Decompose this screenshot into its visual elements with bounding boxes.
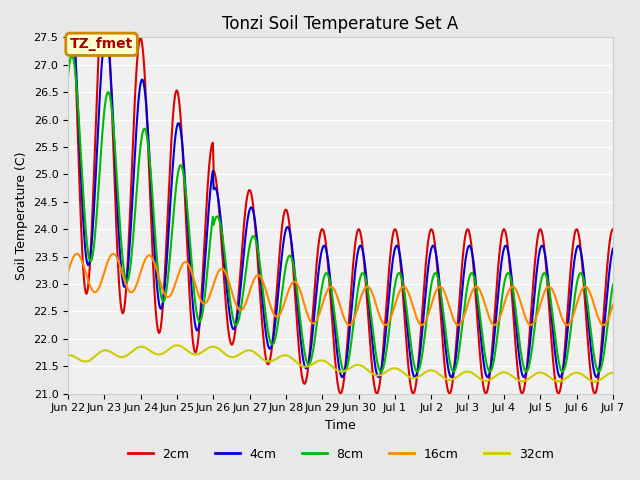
16cm bbox=[609, 301, 617, 307]
16cm bbox=[28, 269, 36, 275]
4cm bbox=[232, 319, 240, 324]
8cm bbox=[255, 250, 262, 256]
Y-axis label: Soil Temperature (C): Soil Temperature (C) bbox=[15, 151, 28, 280]
4cm bbox=[204, 221, 211, 227]
Line: 32cm: 32cm bbox=[32, 346, 613, 382]
16cm bbox=[384, 321, 392, 326]
4cm bbox=[417, 346, 424, 352]
32cm bbox=[28, 358, 36, 363]
8cm bbox=[384, 337, 392, 343]
Title: Tonzi Soil Temperature Set A: Tonzi Soil Temperature Set A bbox=[223, 15, 459, 33]
16cm bbox=[346, 322, 353, 328]
2cm bbox=[609, 226, 617, 232]
32cm bbox=[609, 370, 617, 376]
Line: 16cm: 16cm bbox=[32, 254, 613, 325]
8cm bbox=[32, 34, 40, 39]
16cm bbox=[109, 251, 116, 257]
32cm bbox=[96, 349, 104, 355]
32cm bbox=[173, 343, 181, 348]
8cm bbox=[341, 369, 349, 374]
16cm bbox=[232, 302, 240, 308]
8cm bbox=[417, 361, 424, 367]
32cm bbox=[204, 346, 211, 351]
Line: 4cm: 4cm bbox=[32, 0, 613, 377]
8cm bbox=[204, 265, 211, 271]
2cm bbox=[96, 22, 104, 27]
4cm bbox=[609, 246, 617, 252]
4cm bbox=[339, 374, 346, 380]
8cm bbox=[609, 282, 617, 288]
Text: TZ_fmet: TZ_fmet bbox=[70, 37, 133, 51]
16cm bbox=[204, 298, 211, 303]
2cm bbox=[591, 391, 598, 396]
16cm bbox=[96, 283, 104, 288]
2cm bbox=[415, 353, 423, 359]
4cm bbox=[97, 76, 104, 82]
32cm bbox=[232, 353, 240, 359]
2cm bbox=[203, 196, 211, 202]
Line: 8cm: 8cm bbox=[32, 36, 613, 372]
2cm bbox=[383, 302, 390, 308]
Line: 2cm: 2cm bbox=[32, 0, 613, 394]
32cm bbox=[383, 368, 391, 374]
X-axis label: Time: Time bbox=[325, 419, 356, 432]
Legend: 2cm, 4cm, 8cm, 16cm, 32cm: 2cm, 4cm, 8cm, 16cm, 32cm bbox=[123, 443, 559, 466]
4cm bbox=[255, 250, 262, 255]
32cm bbox=[591, 379, 598, 384]
16cm bbox=[417, 322, 424, 327]
8cm bbox=[232, 322, 240, 328]
32cm bbox=[416, 373, 424, 379]
4cm bbox=[384, 306, 392, 312]
16cm bbox=[255, 272, 262, 278]
2cm bbox=[254, 256, 262, 262]
8cm bbox=[97, 152, 104, 157]
8cm bbox=[28, 57, 36, 62]
32cm bbox=[255, 353, 262, 359]
2cm bbox=[232, 324, 239, 330]
